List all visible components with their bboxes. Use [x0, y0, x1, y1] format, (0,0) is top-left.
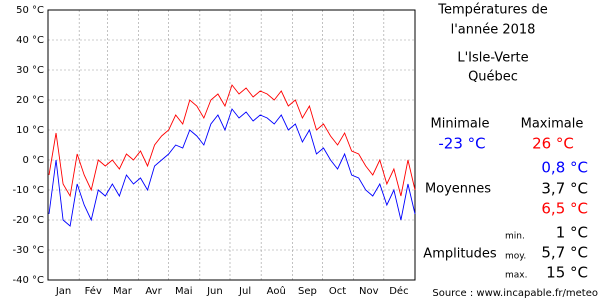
amp-min: 1 °C	[556, 224, 588, 242]
y-tick-label: -20 °C	[13, 215, 45, 226]
panel-title: Températures de	[437, 3, 548, 18]
y-tick-label: 10 °C	[16, 125, 44, 136]
y-tick-label: -40 °C	[13, 275, 45, 286]
amp-min-label: min.	[505, 232, 525, 242]
y-tick-label: 0 °C	[22, 155, 44, 166]
source: Source : www.incapable.fr/meteo	[432, 288, 598, 299]
amp-label: Amplitudes	[423, 247, 497, 262]
y-tick-label: -30 °C	[13, 245, 45, 256]
avg-label: Moyennes	[425, 182, 491, 197]
y-tick-label: 30 °C	[16, 65, 44, 76]
min-label: Minimale	[431, 117, 490, 132]
avg-max: 6,5 °C	[541, 200, 588, 218]
x-tick-label: Jun	[206, 286, 223, 297]
max-value: 26 °C	[532, 135, 574, 153]
x-tick-label: Mar	[113, 286, 133, 297]
x-tick-label: Jan	[55, 286, 71, 297]
min-value: -23 °C	[438, 135, 485, 153]
panel-title: Québec	[468, 70, 518, 85]
avg-min: 0,8 °C	[541, 159, 588, 177]
amp-max-label: max.	[505, 271, 527, 281]
x-tick-label: Sep	[298, 286, 317, 297]
y-tick-label: -10 °C	[13, 185, 45, 196]
x-tick-label: Aoû	[267, 285, 286, 297]
x-tick-label: Nov	[359, 286, 379, 297]
x-tick-label: Avr	[145, 286, 162, 297]
temperature-line	[48, 108, 416, 227]
plot-frame	[47, 9, 416, 281]
y-tick-label: 50 °C	[16, 5, 44, 16]
side-panel: Températures de l'année 2018 L'Isle-Vert…	[423, 3, 598, 300]
avg-mean: 3,7 °C	[541, 180, 588, 198]
x-tick-label: Fév	[85, 285, 102, 297]
max-label: Maximale	[521, 117, 584, 132]
amp-mean: 5,7 °C	[541, 244, 588, 262]
amp-max: 15 °C	[546, 264, 588, 282]
temperature-line	[48, 84, 416, 198]
x-tick-label: Oct	[329, 286, 346, 297]
y-tick-label: 40 °C	[16, 35, 44, 46]
x-tick-label: Mai	[175, 286, 193, 297]
y-tick-label: 20 °C	[16, 95, 44, 106]
x-tick-label: Déc	[389, 285, 408, 297]
amp-mean-label: moy.	[505, 252, 526, 262]
panel-title: l'année 2018	[451, 23, 536, 38]
x-tick-label: Jul	[238, 286, 251, 297]
panel-title: L'Isle-Verte	[457, 51, 528, 66]
